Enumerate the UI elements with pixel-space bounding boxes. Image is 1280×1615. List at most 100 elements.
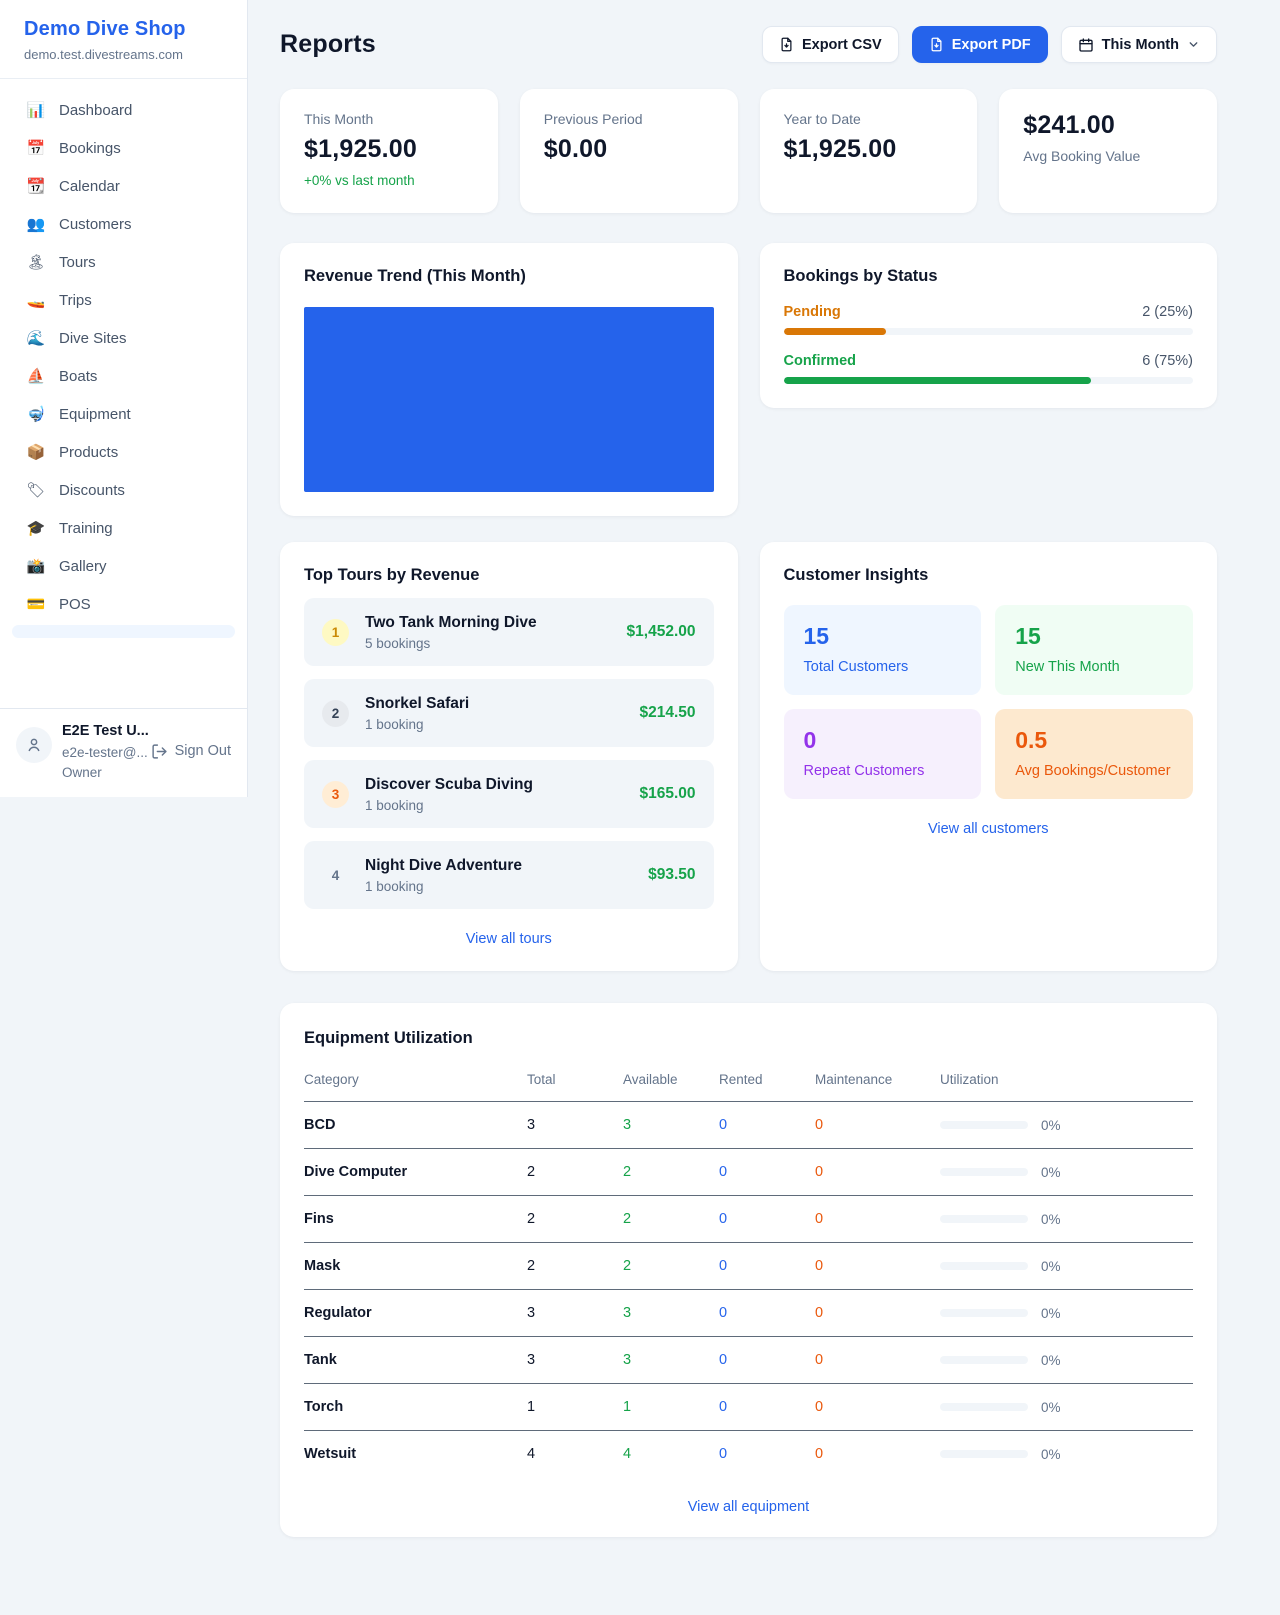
tour-name: Night Dive Adventure — [365, 856, 523, 874]
equipment-utilization-card: Equipment Utilization Category Total Ava… — [280, 1003, 1217, 1537]
stat-label: This Month — [304, 111, 374, 127]
utilization-bar — [940, 1262, 1028, 1270]
sidebar-item-dashboard[interactable]: 📊 Dashboard — [12, 91, 235, 129]
rank-badge: 4 — [322, 861, 349, 889]
cell-total: 3 — [527, 1101, 623, 1149]
sign-out-button[interactable]: Sign Out — [151, 743, 231, 760]
sidebar-item-bookings[interactable]: 📅 Bookings — [12, 129, 235, 167]
sidebar-nav: 📊 Dashboard 📅 Bookings 📆 Calendar 👥 Customer… — [0, 79, 247, 708]
cell-rented: 0 — [719, 1430, 815, 1477]
tour-revenue: $165.00 — [639, 785, 696, 802]
tour-revenue: $214.50 — [639, 704, 696, 721]
sidebar-item-dive-sites[interactable]: 🌊 Dive Sites — [12, 319, 235, 357]
export-csv-label: Export CSV — [801, 36, 882, 53]
stat-card-previous-period: Previous Period $0.00 — [519, 89, 738, 213]
credit-card-icon: 💳 — [26, 596, 46, 613]
table-row: BCD 3 3 0 0 0% — [304, 1101, 1193, 1149]
view-all-tours-link[interactable]: View all tours — [465, 931, 552, 947]
sidebar-item-training[interactable]: 🎓 Training — [12, 509, 235, 547]
cell-maintenance: 0 — [815, 1336, 940, 1384]
user-role: Owner — [62, 764, 102, 780]
utilization-cell: 0% — [940, 1212, 1185, 1227]
sidebar-item-calendar[interactable]: 📆 Calendar — [12, 167, 235, 205]
sidebar-item-customers[interactable]: 👥 Customers — [12, 205, 235, 243]
export-csv-button[interactable]: Export CSV — [761, 26, 899, 63]
cell-available: 3 — [623, 1101, 719, 1149]
cell-total: 2 — [527, 1195, 623, 1243]
sidebar-item-label: Customers — [59, 215, 132, 233]
people-icon: 👥 — [26, 216, 46, 233]
equipment-table: Category Total Available Rented Maintena… — [304, 1064, 1193, 1477]
stat-label: Previous Period — [543, 111, 643, 127]
customer-insights-card: Customer Insights 15 Total Customers 15 … — [759, 542, 1217, 971]
status-label: Pending — [783, 304, 841, 320]
sidebar-item-reports-partial[interactable] — [12, 625, 235, 638]
rank-badge: 2 — [322, 699, 349, 727]
stat-label: Avg Booking Value — [1023, 148, 1141, 164]
view-all-customers-link[interactable]: View all customers — [927, 821, 1049, 837]
utilization-cell: 0% — [940, 1400, 1185, 1415]
progress-fill — [783, 328, 886, 335]
sidebar-item-tours[interactable]: 🏝 Tours — [12, 243, 235, 281]
stat-card-this-month: This Month $1,925.00 +0% vs last month — [280, 89, 498, 213]
col-maintenance: Maintenance — [815, 1072, 893, 1087]
table-row: Fins 2 2 0 0 0% — [304, 1195, 1193, 1243]
view-all-equipment-link[interactable]: View all equipment — [687, 1499, 810, 1515]
progress-fill — [783, 377, 1091, 384]
period-selector[interactable]: This Month — [1060, 26, 1217, 63]
sidebar-item-pos[interactable]: 💳 POS — [12, 585, 235, 623]
brand: Demo Dive Shop demo.test.divestreams.com — [0, 0, 247, 79]
page-header: Reports Export CSV Export PDF This Month — [280, 26, 1217, 63]
utilization-percent: 0% — [1041, 1399, 1061, 1415]
file-download-icon — [931, 37, 942, 52]
status-label: Confirmed — [783, 353, 857, 369]
tag-icon: 🏷 — [26, 482, 46, 499]
sidebar-item-equipment[interactable]: 🤿 Equipment — [12, 395, 235, 433]
cell-maintenance: 0 — [815, 1195, 940, 1243]
tile-value: 0 — [803, 727, 817, 753]
cell-maintenance: 0 — [815, 1289, 940, 1337]
export-pdf-button[interactable]: Export PDF — [911, 26, 1048, 63]
sidebar-item-boats[interactable]: ⛵ Boats — [12, 357, 235, 395]
sidebar-item-gallery[interactable]: 📸 Gallery — [12, 547, 235, 585]
sidebar-user-footer: E2E Test U... e2e-tester@... Owner Sign … — [0, 707, 247, 797]
sidebar-item-trips[interactable]: 🚤 Trips — [12, 281, 235, 319]
cell-total: 3 — [527, 1336, 623, 1384]
sidebar-item-label: Boats — [59, 367, 98, 385]
tour-name: Discover Scuba Diving — [365, 775, 533, 793]
tile-repeat-customers: 0 Repeat Customers — [783, 709, 982, 799]
speedboat-icon: 🚤 — [26, 292, 46, 309]
sidebar-item-label: Dive Sites — [59, 329, 127, 347]
utilization-cell: 0% — [940, 1118, 1185, 1133]
avatar — [16, 726, 52, 763]
sidebar: Demo Dive Shop demo.test.divestreams.com… — [0, 0, 248, 797]
cell-rented: 0 — [719, 1242, 815, 1290]
utilization-percent: 0% — [1041, 1352, 1061, 1368]
page-title: Reports — [280, 30, 376, 58]
tear-calendar-icon: 📆 — [26, 178, 46, 195]
tour-revenue: $1,452.00 — [626, 623, 696, 640]
customer-insights-title: Customer Insights — [783, 566, 929, 584]
sidebar-item-label: Products — [59, 443, 119, 461]
sidebar-item-discounts[interactable]: 🏷 Discounts — [12, 471, 235, 509]
tile-value: 0.5 — [1015, 727, 1048, 753]
utilization-percent: 0% — [1041, 1211, 1061, 1227]
sidebar-item-label: Equipment — [59, 405, 131, 423]
tile-value: 15 — [1015, 623, 1041, 649]
col-available: Available — [623, 1072, 678, 1087]
sign-out-icon — [151, 743, 168, 760]
table-header-row: Category Total Available Rented Maintena… — [304, 1064, 1193, 1102]
cell-rented: 0 — [719, 1336, 815, 1384]
cell-available: 3 — [623, 1289, 719, 1337]
progress-track — [783, 377, 1193, 384]
cell-category: Tank — [304, 1336, 527, 1384]
cell-category: Fins — [304, 1195, 527, 1243]
cell-rented: 0 — [719, 1101, 815, 1149]
col-rented: Rented — [719, 1072, 763, 1087]
tour-name: Snorkel Safari — [365, 694, 470, 712]
bookings-by-status-card: Bookings by Status Pending 2 (25%) Confi… — [759, 243, 1217, 408]
sidebar-item-products[interactable]: 📦 Products — [12, 433, 235, 471]
charts-row: Revenue Trend (This Month) Bookings by S… — [280, 243, 1217, 516]
cell-maintenance: 0 — [815, 1148, 940, 1196]
tour-bookings: 1 booking — [365, 878, 424, 894]
